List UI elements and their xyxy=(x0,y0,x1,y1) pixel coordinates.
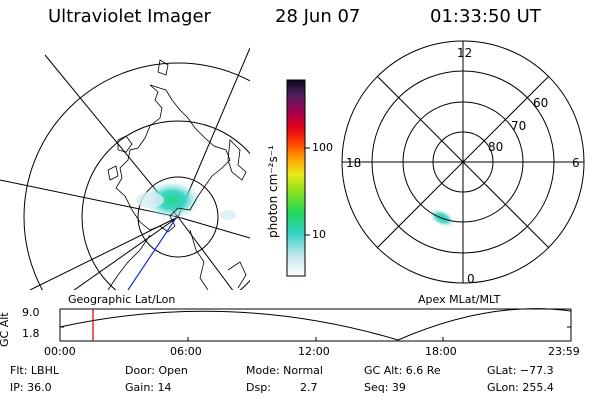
ip-info: IP: 36.0 xyxy=(10,381,52,394)
timeline-y-tick-max: 9.0 xyxy=(22,306,40,319)
gc-alt-curve xyxy=(59,308,572,341)
meridian-line xyxy=(177,216,250,239)
mlat-label-70: 70 xyxy=(511,119,527,133)
glat-info: GLat: −77.3 xyxy=(487,364,554,377)
instrument-title: Ultraviolet Imager xyxy=(48,6,211,27)
timeline-x-tick-0000: 00:00 xyxy=(44,345,76,358)
lat-circle-outer xyxy=(23,62,250,290)
dsp-value: 2.7 xyxy=(300,381,318,394)
right-map-label: Apex MLat/MLT xyxy=(418,293,501,306)
timeline-plot xyxy=(59,308,572,342)
mlt-label-18: 18 xyxy=(346,156,362,170)
coastline-path xyxy=(157,59,169,76)
mlt-label-6: 6 xyxy=(572,156,580,170)
filter-info: Flt: LBHL xyxy=(10,364,59,377)
mlt-line xyxy=(376,75,550,249)
gain-info: Gain: 14 xyxy=(125,381,172,394)
color-bar-unit-label: photon cm⁻²s⁻¹ xyxy=(266,145,280,238)
meridian-line xyxy=(29,216,179,290)
timeline-x-tick-0600: 06:00 xyxy=(170,345,202,358)
seq-info: Seq: 39 xyxy=(364,381,406,394)
mlat-label-80: 80 xyxy=(488,140,504,154)
geographic-map xyxy=(0,47,250,290)
gc-alt-info: GC Alt: 6.6 Re xyxy=(364,364,441,377)
dsp-label: Dsp: xyxy=(246,381,271,394)
apex-map xyxy=(341,40,585,284)
timeline-x-tick-1800: 18:00 xyxy=(425,345,457,358)
coastline-path xyxy=(117,135,133,153)
mlt-label-12: 12 xyxy=(457,46,473,60)
coastline-path xyxy=(189,229,209,290)
mlat-label-60: 60 xyxy=(533,96,549,110)
timeline-y-tick-min: 1.8 xyxy=(22,327,40,340)
coastline-path xyxy=(107,165,119,181)
timeline-x-tick-1200: 12:00 xyxy=(298,345,330,358)
color-bar-tick-10: 10 xyxy=(312,228,326,241)
coastline-path xyxy=(107,234,151,290)
mlt-label-0: 0 xyxy=(467,272,475,286)
glon-info: GLon: 255.4 xyxy=(487,381,554,394)
aurora-emission xyxy=(136,192,164,208)
time-label: 01:33:50 UT xyxy=(430,6,541,27)
coastline-path xyxy=(115,84,231,233)
coastline-path xyxy=(227,261,247,289)
lat-circle-inner xyxy=(137,176,219,258)
left-map-label: Geographic Lat/Lon xyxy=(68,293,176,306)
aurora-emission xyxy=(220,210,236,220)
timeline-y-label: GC Alt xyxy=(0,312,11,347)
door-info: Door: Open xyxy=(125,364,188,377)
color-bar-tick-100: 100 xyxy=(312,141,333,154)
timeline-frame xyxy=(59,308,572,342)
date-label: 28 Jun 07 xyxy=(275,6,361,27)
coastline-path xyxy=(227,139,247,181)
timeline-x-tick-2359: 23:59 xyxy=(548,345,580,358)
meridian-line xyxy=(177,216,234,290)
aurora-emission xyxy=(142,180,202,220)
satellite-track xyxy=(127,217,177,290)
lat-circle-mid xyxy=(81,120,250,290)
meridian-line xyxy=(73,216,179,290)
mode-info: Mode: Normal xyxy=(246,364,323,377)
color-bar xyxy=(286,79,306,277)
